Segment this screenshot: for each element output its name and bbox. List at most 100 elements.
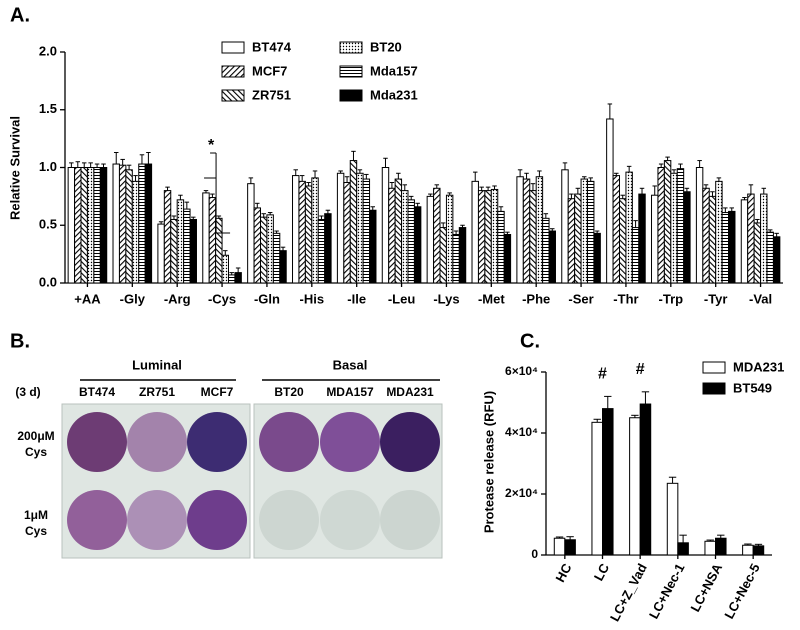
bar — [619, 198, 627, 284]
x-tick-label: +AA — [74, 291, 101, 306]
panel-label: A. — [10, 4, 30, 26]
row-label: Cys — [25, 524, 47, 538]
bar — [304, 185, 313, 284]
bar — [561, 169, 569, 284]
bar — [298, 180, 306, 284]
bar — [728, 210, 736, 284]
bar — [336, 172, 345, 284]
bar — [208, 197, 217, 284]
bar — [118, 164, 127, 284]
bar — [666, 482, 679, 556]
y-tick-label: 2.0 — [39, 43, 57, 58]
legend-label: MDA231 — [733, 359, 784, 374]
bar — [131, 180, 140, 284]
bar — [625, 171, 633, 284]
bar — [445, 194, 454, 284]
bar — [260, 216, 268, 284]
bar — [695, 167, 704, 284]
bar — [772, 236, 781, 284]
bar — [490, 188, 499, 284]
legend-label: Mda157 — [370, 63, 418, 78]
bar — [657, 167, 665, 284]
annotation: # — [636, 361, 645, 378]
x-tick-label: -Trp — [659, 291, 684, 306]
bar — [529, 190, 537, 284]
bar — [112, 163, 120, 284]
bar — [591, 421, 603, 556]
bar — [99, 167, 108, 284]
x-tick-label: LC+Z_Vad — [607, 561, 650, 624]
bar — [740, 199, 749, 284]
bar — [708, 195, 717, 284]
x-tick-label: -Val — [749, 291, 772, 306]
bar — [542, 217, 550, 284]
legend-swatch — [221, 89, 245, 102]
bar — [170, 218, 178, 284]
annotation: # — [598, 366, 607, 383]
bar — [670, 172, 678, 284]
y-axis-label: Relative Survival — [7, 116, 22, 220]
bar — [86, 167, 95, 284]
bar — [176, 199, 185, 284]
legend-swatch — [221, 41, 245, 54]
cell-line: MDA231 — [386, 385, 434, 399]
bar — [752, 545, 765, 556]
bar — [439, 227, 447, 284]
bar — [522, 178, 531, 284]
bar — [715, 537, 727, 556]
bar — [324, 213, 332, 284]
bar — [452, 233, 460, 284]
bar — [612, 175, 621, 284]
y-tick-label: 6×10⁴ — [505, 364, 538, 378]
bar — [163, 190, 172, 284]
row-label: 200μM — [17, 429, 54, 443]
x-tick-label: -Cys — [208, 291, 236, 306]
bar — [760, 193, 768, 284]
bar — [676, 168, 685, 284]
bar — [189, 218, 197, 284]
cell-line: BT20 — [274, 385, 304, 399]
bar — [458, 227, 467, 284]
cell-line: ZR751 — [139, 385, 175, 399]
bar — [702, 187, 710, 284]
group-label: Luminal — [132, 357, 182, 372]
plate-photo — [61, 379, 443, 559]
bar — [747, 193, 755, 284]
x-tick-label: -Thr — [613, 291, 638, 306]
bar — [247, 183, 255, 284]
x-tick-label: LC+NSA — [687, 560, 725, 614]
duration: (3 d) — [15, 385, 40, 399]
legend-swatch — [221, 65, 245, 78]
row-label: 1μM — [24, 508, 48, 522]
x-tick-label: -Tyr — [704, 291, 728, 306]
bar — [183, 208, 191, 284]
bar — [586, 180, 595, 284]
bar — [766, 231, 774, 284]
bar — [484, 190, 492, 284]
x-tick-label: LC+Nec-5 — [721, 561, 763, 621]
row-label: Cys — [25, 445, 47, 459]
bar — [266, 214, 274, 284]
x-tick-label: -Gln — [254, 291, 280, 306]
legend-swatch — [339, 65, 363, 78]
cell-line: MDA157 — [326, 385, 374, 399]
bar — [388, 187, 396, 284]
legend-label: ZR751 — [252, 87, 291, 102]
bar — [292, 175, 300, 284]
legend-swatch — [702, 382, 726, 395]
significance-mark: * — [208, 137, 215, 154]
legend-swatch — [339, 89, 363, 102]
group-label: Basal — [333, 357, 368, 372]
bar — [272, 232, 281, 284]
bar — [715, 180, 723, 284]
bar — [574, 193, 582, 284]
bar — [564, 539, 576, 556]
bar — [343, 182, 351, 284]
x-tick-label: -Ser — [568, 291, 593, 306]
bar — [683, 191, 691, 284]
bar — [202, 192, 210, 284]
bar — [362, 178, 371, 284]
bar — [639, 403, 652, 556]
panel-label: B. — [10, 330, 30, 352]
legend-label: Mda231 — [370, 87, 418, 102]
